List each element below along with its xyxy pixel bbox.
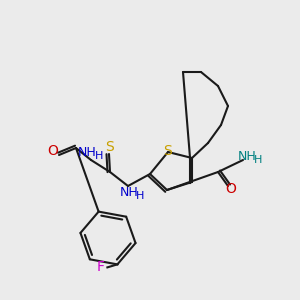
Text: S: S — [163, 144, 171, 158]
Text: S: S — [105, 140, 113, 154]
Text: H: H — [95, 151, 103, 161]
Text: H: H — [136, 191, 144, 201]
Text: NH: NH — [238, 151, 256, 164]
Text: H: H — [254, 155, 262, 165]
Text: O: O — [226, 182, 236, 196]
Text: NH: NH — [78, 146, 96, 160]
Text: O: O — [48, 144, 58, 158]
Text: NH: NH — [120, 187, 138, 200]
Text: F: F — [96, 260, 104, 274]
